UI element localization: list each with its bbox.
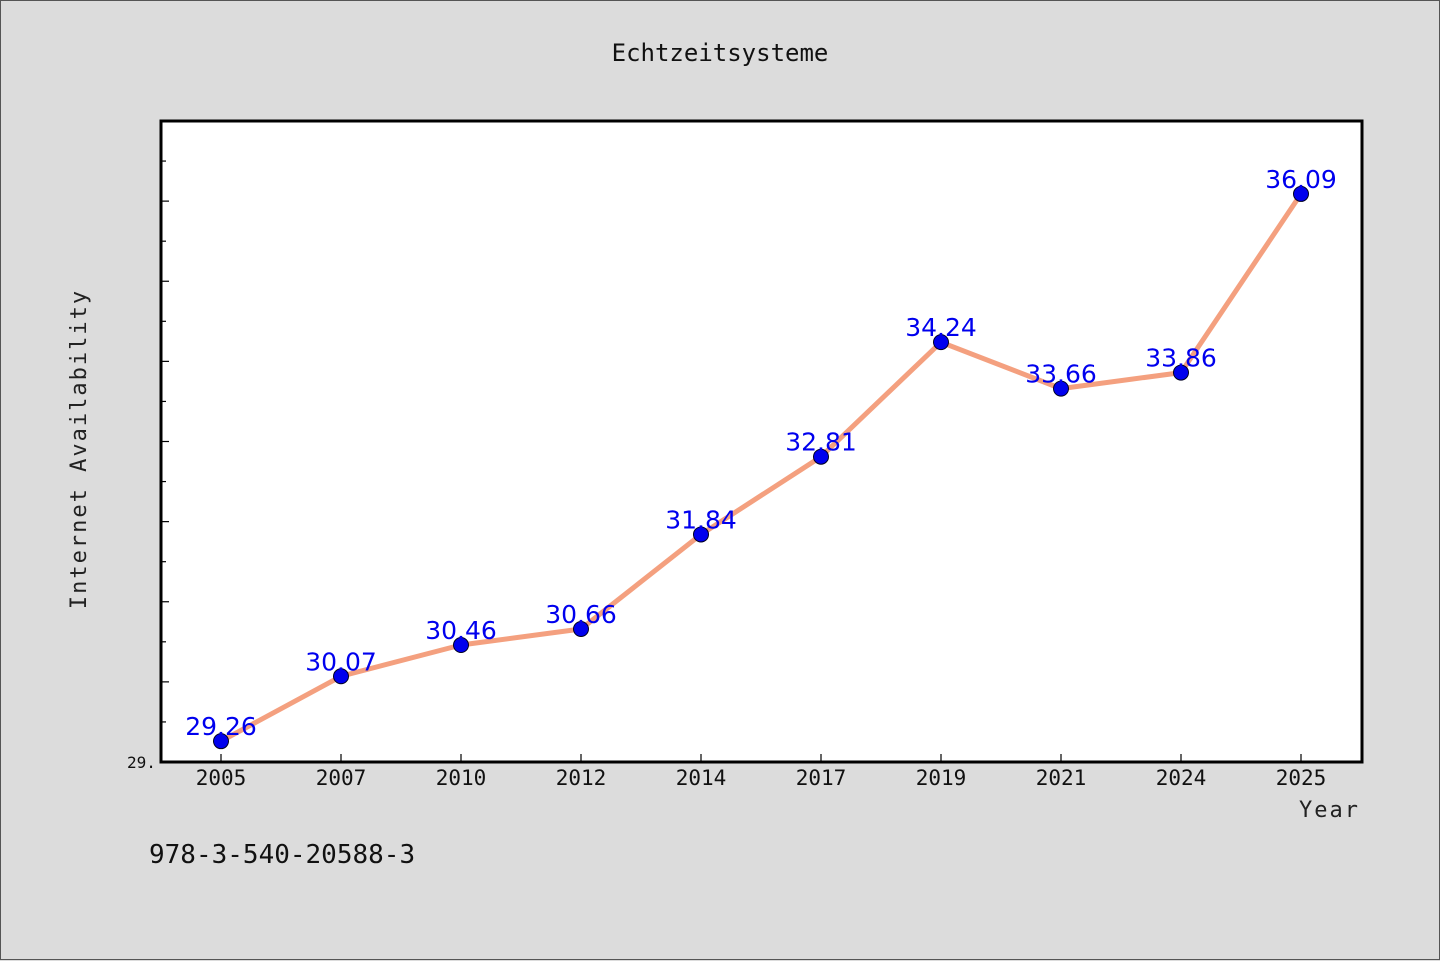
data-label: 30.46: [425, 616, 497, 645]
x-tick-label: 2019: [916, 766, 967, 790]
data-label: 33.86: [1145, 344, 1217, 373]
series-layer: [213, 185, 1309, 750]
data-point: [1173, 364, 1189, 381]
data-point: [1293, 185, 1309, 202]
chart-title: Echtzeitsysteme: [612, 39, 829, 67]
data-label: 30.07: [305, 647, 377, 676]
x-tick-label: 2024: [1156, 766, 1207, 790]
data-label: 32.81: [785, 428, 857, 457]
x-tick-label: 2005: [196, 766, 247, 790]
data-label: 36.09: [1265, 165, 1337, 194]
data-label: 30.66: [545, 600, 617, 629]
data-point: [573, 620, 589, 637]
data-point: [213, 733, 229, 750]
x-axis-ticks: 2005 2007 2010 2012 2014 2017 2019 2021 2024 2025: [196, 754, 1327, 790]
data-label: 34.24: [905, 313, 977, 342]
plot-area: [159, 119, 1364, 764]
y-axis-ticks: [161, 120, 169, 763]
x-tick-label: 2014: [676, 766, 727, 790]
x-tick-label: 2021: [1036, 766, 1087, 790]
data-label: 33.66: [1025, 360, 1097, 389]
data-point: [933, 334, 949, 351]
x-tick-label: 2012: [556, 766, 607, 790]
data-point: [453, 637, 469, 654]
data-point: [813, 448, 829, 465]
data-point: [693, 526, 709, 543]
y-axis-label: Internet Availability: [67, 289, 92, 609]
data-labels: 29.26 30.07 30.46 30.66 31.84 32.81 34.24 33.66…: [185, 165, 1337, 741]
x-tick-label: 2017: [796, 766, 847, 790]
data-point: [1053, 380, 1069, 397]
data-label: 29.26: [185, 712, 257, 741]
x-tick-label: 2007: [316, 766, 367, 790]
series-line: [218, 191, 1304, 744]
data-point: [333, 668, 349, 685]
x-tick-label: 2010: [436, 766, 487, 790]
y-tick-label: 29.: [127, 753, 156, 772]
x-axis-label: Year: [1299, 798, 1360, 823]
data-label: 31.84: [665, 505, 737, 534]
footer-isbn: 978-3-540-20588-3: [149, 840, 415, 870]
x-tick-label: 2025: [1276, 766, 1327, 790]
